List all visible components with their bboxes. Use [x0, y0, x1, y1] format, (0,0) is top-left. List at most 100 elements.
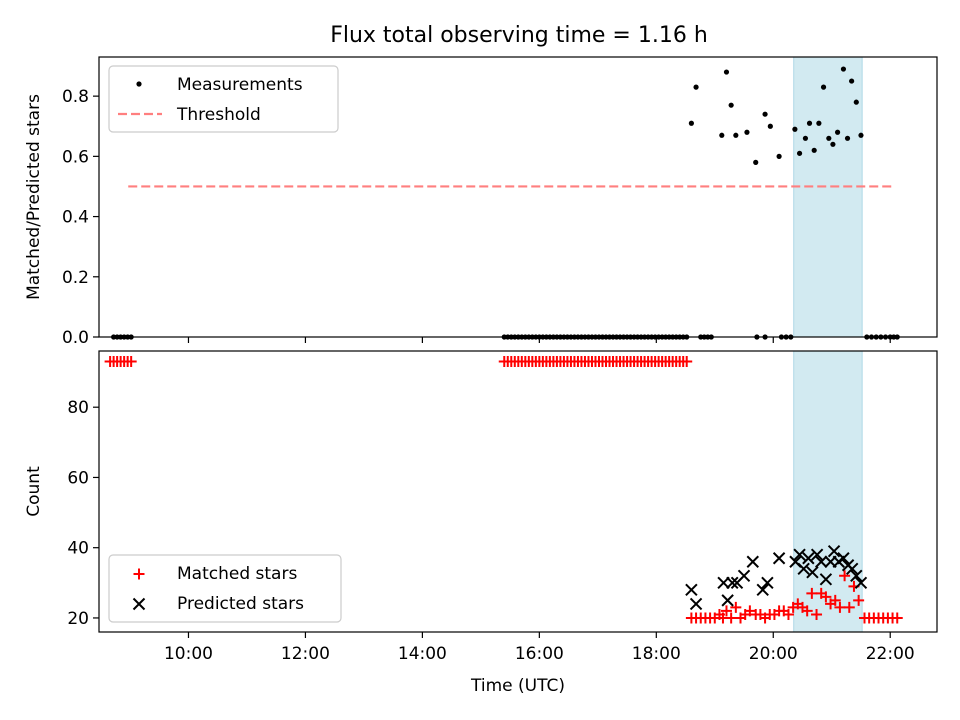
measurement-point	[834, 129, 841, 135]
predicted-star-point	[806, 566, 819, 579]
matched-star-point	[829, 594, 841, 606]
predicted-star-point	[837, 552, 850, 565]
measurement-point	[844, 135, 851, 141]
legend-matched-label: Matched stars	[177, 564, 297, 584]
x-tick-label: 20:00	[749, 644, 798, 664]
predicted-star-point	[802, 552, 815, 565]
predicted-star-point	[819, 573, 833, 586]
measurement-point	[840, 66, 847, 72]
measurement-point	[776, 153, 782, 159]
matched-star-point	[730, 601, 742, 613]
measurement-point	[820, 84, 827, 90]
matched-star-point	[820, 591, 832, 603]
predicted-star-point	[726, 576, 739, 590]
matched-star-point	[782, 608, 794, 620]
predicted-star-point	[756, 583, 769, 597]
top-plot-axes: 0.0 0.2 0.4 0.6 0.8 Matched/Predicted stars Me…	[24, 56, 938, 348]
matched-star-point	[843, 601, 855, 613]
matched-star-point	[806, 587, 818, 599]
axes-frame	[98, 350, 938, 633]
bottom-plot-axes: 20 40 60 80 Count 10:00 12:00 14:00 16:00 18:00 20…	[24, 350, 938, 696]
measurement-point	[816, 120, 822, 126]
x-tick-label: 10:00	[164, 644, 213, 664]
y-tick-label: 80	[67, 398, 89, 418]
measurement-point	[719, 132, 725, 138]
legend	[108, 554, 342, 623]
measurement-point	[733, 132, 739, 138]
measurement-point	[792, 126, 798, 132]
y-tick-label: 0.6	[62, 147, 89, 167]
measurement-point	[753, 159, 759, 165]
matched-star-point	[839, 570, 851, 582]
y-tick-label: 0.4	[62, 208, 89, 228]
predicted-star-point	[850, 569, 863, 583]
measurement-point	[806, 120, 813, 126]
measurement-point	[830, 141, 836, 147]
legend-measurements-label: Measurements	[177, 75, 303, 95]
legend-predicted-label: Predicted stars	[177, 594, 304, 614]
y-tick-label: 40	[67, 539, 89, 559]
measurement-point	[767, 123, 773, 129]
y-tick-label: 0.2	[62, 268, 89, 288]
matched-star-point	[720, 605, 732, 617]
measurement-point	[796, 150, 803, 156]
measurement-point	[728, 102, 734, 108]
measurement-point	[849, 78, 855, 84]
legend-predicted-marker	[132, 597, 146, 611]
y-tick-label: 20	[67, 609, 89, 629]
observing-window-shade	[793, 350, 863, 633]
predicted-star-point	[827, 545, 841, 558]
observing-window-shade	[793, 56, 863, 338]
predicted-star-point	[689, 597, 703, 611]
measurement-point	[693, 84, 699, 90]
x-tick-label: 18:00	[632, 644, 681, 664]
predicted-star-point	[815, 555, 828, 568]
axes-frame	[98, 56, 938, 338]
matched-star-point	[834, 601, 846, 613]
measurement-point	[853, 99, 859, 105]
measurement-point	[762, 111, 768, 117]
matched-star-point	[811, 608, 823, 620]
y-tick-label: 0.0	[62, 328, 89, 348]
legend-threshold-label: Threshold	[176, 105, 261, 125]
x-tick-label: 12:00	[281, 644, 330, 664]
x-tick-label: 16:00	[515, 644, 564, 664]
y-tick-label: 0.8	[62, 87, 89, 107]
y-axis-label: Matched/Predicted stars	[24, 94, 44, 300]
y-axis-label: Count	[24, 466, 44, 517]
matched-star-point	[681, 356, 693, 368]
legend-matched-marker	[133, 568, 145, 580]
x-axis-label: Time (UTC)	[470, 676, 565, 696]
predicted-star-point	[854, 576, 868, 590]
matched-star-point	[853, 594, 865, 606]
measurement-point	[688, 120, 694, 126]
predicted-star-point	[717, 576, 730, 590]
measurement-point	[858, 132, 864, 138]
matched-star-point	[891, 612, 903, 624]
measurement-point	[811, 147, 817, 153]
measurement-point	[723, 69, 730, 75]
figure-title: Flux total observing time = 1.16 h	[330, 23, 708, 48]
predicted-star-point	[761, 576, 774, 590]
predicted-star-point	[685, 583, 698, 597]
predicted-star-point	[737, 569, 751, 583]
y-tick-label: 60	[67, 468, 89, 488]
predicted-star-point	[845, 562, 859, 575]
matched-star-point	[725, 612, 737, 624]
legend-measurements-marker	[136, 81, 142, 87]
predicted-star-point	[797, 562, 810, 575]
measurement-point	[744, 129, 750, 135]
predicted-star-point	[793, 548, 806, 561]
predicted-star-point	[721, 594, 734, 607]
matched-star-point	[125, 356, 137, 368]
predicted-star-point	[746, 555, 759, 568]
x-tick-label: 22:00	[866, 644, 915, 664]
legend	[108, 65, 339, 133]
predicted-star-point	[810, 548, 824, 561]
x-tick-label: 14:00	[398, 644, 447, 664]
measurement-point	[826, 135, 832, 141]
measurement-point	[802, 135, 809, 141]
predicted-star-point	[772, 552, 786, 565]
matched-star-point	[801, 605, 813, 617]
